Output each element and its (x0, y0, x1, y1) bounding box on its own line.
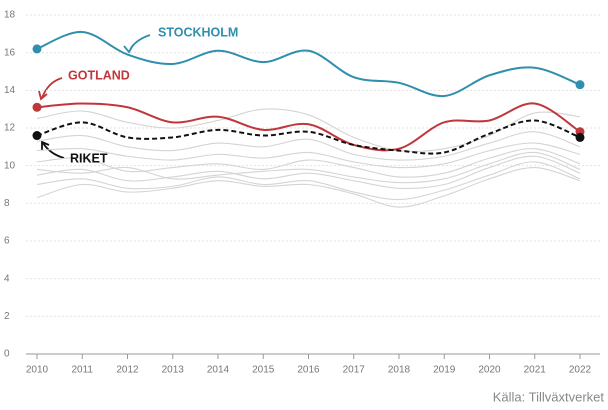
background-line (36, 155, 581, 189)
end-dot (575, 132, 585, 142)
arrowhead (123, 44, 134, 54)
arrow (129, 34, 151, 51)
series-label: RIKET (70, 151, 108, 165)
end-dot (32, 102, 42, 112)
plot: 0 2 4 6 8 10 12 14 16 18 2010 2011 2012 2013 2014 2015 2… (4, 10, 600, 376)
end-dot (32, 131, 42, 141)
x-tick-label: 2010 (26, 365, 49, 376)
x-tick-label: 2017 (343, 365, 366, 376)
x-tick-label: 2011 (71, 365, 93, 376)
y-tick-label: 10 (4, 160, 16, 171)
y-tick-label: 8 (4, 198, 10, 209)
background-line (36, 161, 581, 201)
x-tick-label: 2016 (297, 365, 320, 376)
y-tick-label: 16 (4, 47, 16, 58)
arrowhead (41, 140, 50, 150)
x-tick-label: 2019 (433, 365, 456, 376)
series-label: STOCKHOLM (158, 25, 238, 39)
background-line (36, 131, 581, 161)
arrow (41, 77, 63, 99)
background-line (36, 108, 581, 153)
x-tick-label: 2012 (116, 365, 139, 376)
y-tick-label: 18 (4, 10, 16, 21)
series-label: GOTLAND (68, 68, 130, 82)
y-tick-label: 0 (4, 349, 10, 360)
y-tick-label: 4 (4, 273, 10, 284)
x-tick-label: 2021 (524, 365, 547, 376)
background-line (36, 151, 581, 184)
x-tick-label: 2020 (478, 365, 501, 376)
arrowhead (38, 90, 48, 101)
y-tick-label: 2 (4, 311, 10, 322)
background-line (36, 148, 581, 178)
series-line (36, 102, 581, 152)
series-line (36, 30, 581, 97)
arrow (42, 142, 65, 159)
x-tick-label: 2022 (569, 365, 592, 376)
series-line (36, 119, 581, 155)
source: Källa: Tillväxtverket (493, 389, 605, 404)
end-dot (32, 44, 42, 54)
y-tick-label: 12 (4, 123, 16, 134)
end-dot (575, 80, 585, 90)
x-tick-label: 2014 (207, 365, 230, 376)
y-tick-label: 14 (4, 85, 16, 96)
x-tick-label: 2013 (162, 365, 185, 376)
y-tick-label: 6 (4, 236, 10, 247)
background-line (36, 166, 581, 208)
x-tick-label: 2015 (252, 365, 275, 376)
background-line (36, 142, 581, 169)
x-tick-label: 2018 (388, 365, 411, 376)
